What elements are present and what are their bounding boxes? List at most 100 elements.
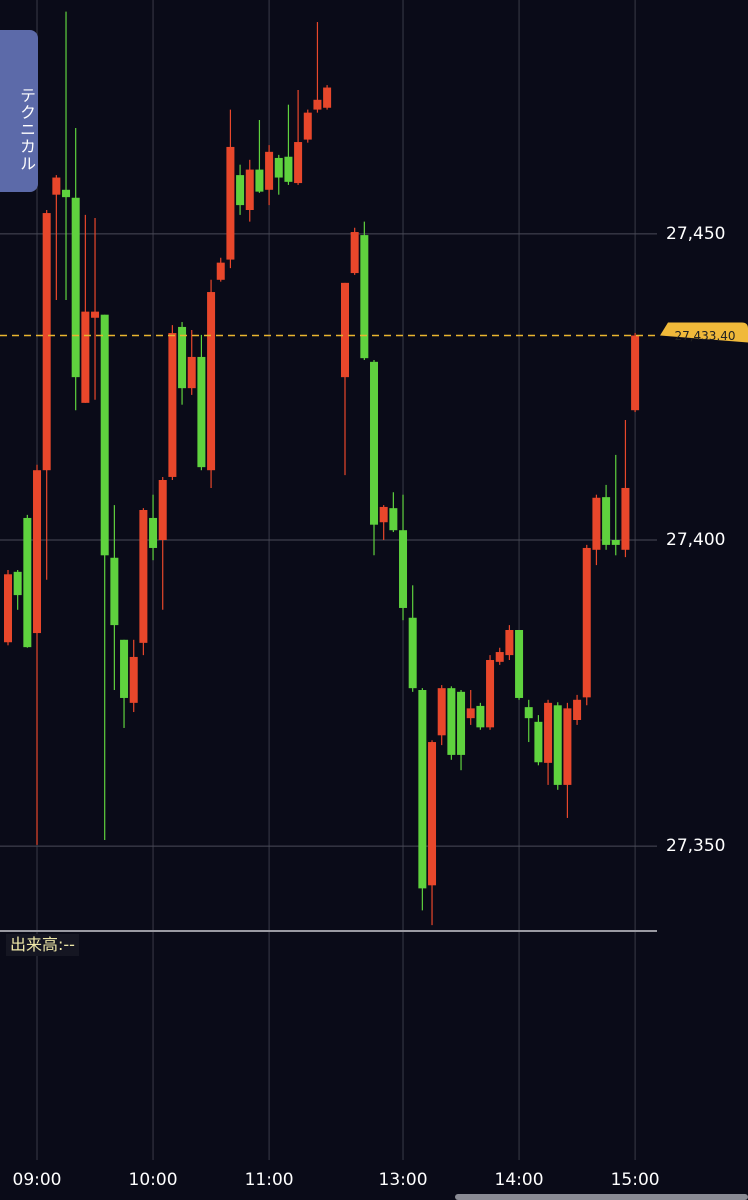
candle (120, 639, 129, 728)
candle-body (226, 146, 235, 260)
candle-body (563, 708, 572, 785)
candle (284, 104, 293, 185)
candle (129, 639, 138, 713)
candle-body (33, 470, 42, 634)
candle-body (149, 517, 158, 548)
candle (418, 688, 427, 911)
technical-tab[interactable]: テクニカル (0, 30, 38, 192)
candle-body (245, 169, 254, 210)
x-tick-label: 09:00 (13, 1170, 62, 1190)
y-tick-label: 27,350 (666, 836, 725, 856)
candle (100, 314, 109, 840)
candle-body (313, 99, 322, 110)
candle (168, 325, 177, 480)
candle (207, 279, 216, 488)
x-tick-label: 10:00 (129, 1170, 178, 1190)
x-tick-label: 15:00 (611, 1170, 660, 1190)
candle (52, 175, 61, 300)
candle-body (23, 517, 32, 648)
y-tick-label: 27,400 (666, 530, 725, 550)
candle-body (42, 213, 51, 471)
candle-body (207, 292, 216, 471)
last-price-label: 27,433.40 (674, 329, 735, 343)
candle (236, 164, 245, 215)
candle-body (129, 656, 138, 703)
candle (178, 322, 187, 405)
candle (515, 630, 524, 700)
candle-body (323, 87, 332, 108)
candle (379, 505, 388, 540)
candle (158, 476, 167, 610)
candle-body (573, 699, 582, 720)
candle-body (158, 480, 167, 540)
candle (216, 257, 225, 282)
candle (255, 120, 264, 193)
candle (611, 454, 620, 556)
candle-body (602, 497, 611, 545)
candle-body (360, 235, 369, 359)
candle (265, 145, 274, 206)
candle (592, 494, 601, 566)
candle-body (408, 617, 417, 689)
candle-body (399, 530, 408, 608)
candle (197, 334, 206, 471)
candle (505, 625, 514, 660)
candle-body (553, 705, 562, 785)
candle (274, 154, 283, 195)
candle-body (466, 708, 475, 719)
candle (544, 699, 553, 785)
candle (370, 360, 379, 556)
candle (226, 109, 235, 269)
candle (42, 210, 51, 580)
candle (187, 330, 196, 395)
candle-body (4, 574, 12, 643)
candle (476, 702, 485, 730)
candle (303, 109, 312, 143)
candle-body (592, 497, 601, 550)
candle-body (447, 688, 456, 755)
candle-body (621, 487, 630, 550)
candle-body (110, 557, 119, 626)
scroll-indicator (455, 1194, 748, 1200)
candle-body (379, 506, 388, 523)
candle (437, 685, 446, 746)
y-tick-label: 27,450 (666, 224, 725, 244)
candle (408, 585, 417, 692)
candle-body (62, 189, 71, 198)
candle (534, 715, 543, 766)
candle-body (428, 742, 437, 886)
candle-body (544, 702, 553, 763)
candle (4, 570, 12, 646)
candle (149, 494, 158, 561)
candle-body (515, 630, 524, 698)
candle-body (389, 508, 398, 531)
candle (62, 11, 71, 300)
candle-body (81, 311, 90, 403)
candle (341, 282, 349, 476)
candle-body (197, 356, 206, 468)
candle-body (505, 630, 514, 656)
candle (428, 740, 437, 926)
last-price-tag (660, 322, 748, 343)
candle-body (120, 639, 129, 698)
candle (139, 508, 148, 656)
candle (447, 686, 456, 760)
candle (602, 484, 611, 550)
candle-body (457, 691, 466, 755)
candle (621, 420, 630, 558)
candle-body (100, 314, 109, 556)
candle (582, 544, 591, 706)
candle (81, 214, 90, 403)
candle (573, 694, 582, 725)
candle-body (495, 652, 504, 662)
candle-body (534, 721, 543, 763)
candle (245, 159, 254, 222)
candle (631, 333, 640, 413)
candle-body (91, 311, 100, 318)
candle (33, 464, 42, 845)
candle-body (168, 333, 177, 477)
candle-body (216, 262, 225, 280)
candle-body (52, 177, 61, 195)
